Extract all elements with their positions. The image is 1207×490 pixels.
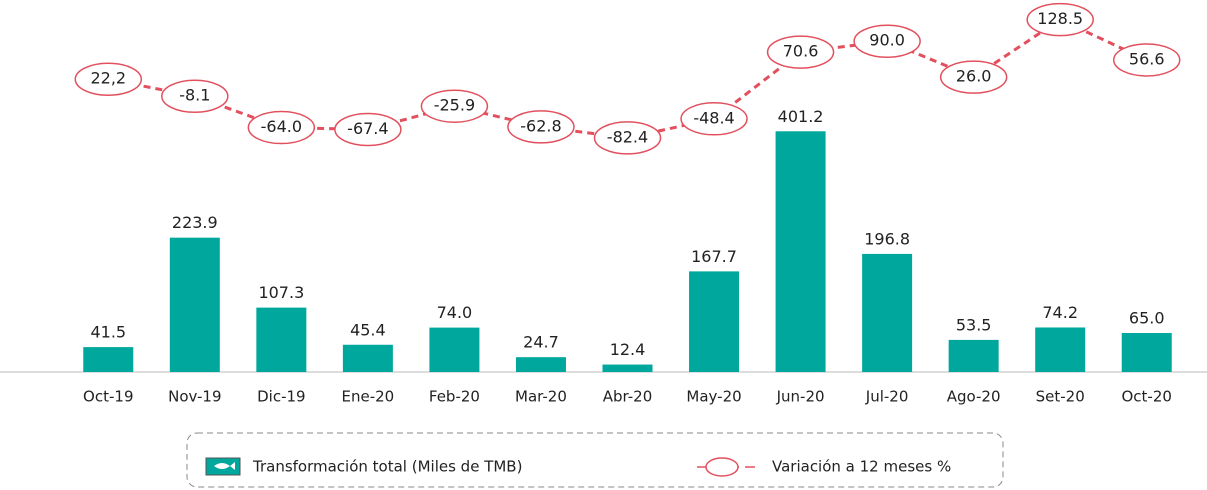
- line-marker: [161, 79, 229, 113]
- bar: [862, 253, 913, 372]
- data-label: 45.4: [350, 320, 386, 339]
- data-label: 90.0: [869, 31, 905, 50]
- line-marker: [507, 110, 575, 144]
- legend-marker: [705, 457, 739, 477]
- x-tick-label: Abr-20: [603, 388, 653, 406]
- data-label: -82.4: [607, 127, 648, 146]
- data-label: 24.7: [523, 333, 559, 352]
- data-label: 41.5: [90, 323, 126, 342]
- line-marker: [1026, 2, 1094, 37]
- data-label: 65.0: [1129, 309, 1165, 328]
- legend-label: Transformación total (Miles de TMB): [252, 458, 522, 476]
- data-label: 74.2: [1042, 303, 1078, 322]
- x-tick-label: Oct-20: [1122, 388, 1172, 406]
- line-marker: [1112, 43, 1181, 77]
- data-label: -25.9: [434, 96, 475, 115]
- x-tick-label: Feb-20: [429, 388, 480, 406]
- line-marker: [766, 35, 835, 69]
- data-label: -48.4: [693, 108, 734, 127]
- data-label: -8.1: [179, 86, 210, 105]
- data-label: 22,2: [90, 69, 126, 88]
- x-tick-label: Mar-20: [515, 388, 567, 406]
- data-label: 223.9: [172, 213, 218, 232]
- bar: [83, 347, 134, 372]
- x-tick-label: Ago-20: [947, 388, 1001, 406]
- data-label: 128.5: [1037, 9, 1083, 28]
- line-marker: [680, 102, 748, 136]
- x-tick-label: Set-20: [1036, 388, 1085, 406]
- data-label: 401.2: [778, 107, 824, 126]
- x-tick-label: Jul-20: [865, 388, 909, 406]
- bar: [1035, 327, 1086, 372]
- line-marker: [74, 62, 143, 96]
- line-marker: [247, 110, 316, 145]
- legend-label: Variación a 12 meses %: [772, 458, 951, 476]
- x-tick-label: Jun-20: [776, 388, 825, 406]
- bar: [775, 131, 826, 372]
- data-label: 196.8: [864, 229, 910, 248]
- line-marker: [334, 112, 402, 147]
- data-label: -67.4: [347, 119, 388, 138]
- legend-fish-icon: [214, 462, 235, 470]
- line-marker: [420, 89, 489, 123]
- x-tick-label: Oct-19: [83, 388, 133, 406]
- data-label: 12.4: [610, 340, 646, 359]
- bar: [689, 271, 740, 372]
- x-tick-label: Ene-20: [342, 388, 395, 406]
- data-label: -62.8: [520, 116, 561, 135]
- bar: [342, 344, 393, 372]
- bar: [1121, 333, 1172, 372]
- bar: [169, 237, 220, 372]
- line-marker: [853, 24, 921, 58]
- data-label: 74.0: [437, 303, 473, 322]
- data-label: 167.7: [691, 247, 737, 266]
- bar: [602, 364, 653, 372]
- bar: [515, 357, 566, 372]
- data-label: -64.0: [261, 117, 302, 136]
- x-tick-label: Nov-19: [168, 388, 221, 406]
- data-label: 107.3: [258, 283, 304, 302]
- data-label: 70.6: [783, 42, 819, 61]
- bar: [256, 307, 307, 372]
- x-tick-label: Dic-19: [257, 388, 305, 406]
- x-tick-label: May-20: [686, 388, 741, 406]
- bar: [948, 339, 999, 372]
- data-label: 53.5: [956, 315, 992, 334]
- data-label: 26.0: [956, 67, 992, 86]
- bar: [429, 327, 480, 372]
- line-marker: [939, 60, 1008, 94]
- data-label: 56.6: [1129, 49, 1165, 68]
- line-marker: [593, 121, 662, 155]
